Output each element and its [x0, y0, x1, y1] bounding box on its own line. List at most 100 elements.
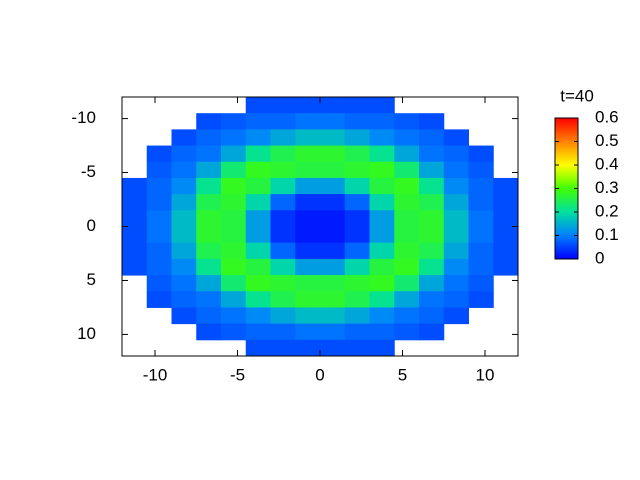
- heat-cell: [146, 291, 172, 308]
- heat-cell: [171, 307, 197, 325]
- heat-cell: [171, 177, 197, 195]
- heat-cell: [419, 113, 445, 130]
- heat-cell: [320, 323, 346, 341]
- heat-cell: [270, 275, 296, 292]
- colorbar-tick-label: 0: [595, 248, 604, 267]
- heat-cell: [419, 210, 445, 227]
- heat-cell: [245, 194, 271, 211]
- heat-cell: [270, 226, 296, 244]
- heat-cell: [320, 194, 346, 211]
- x-tick-label: -10: [143, 365, 168, 384]
- heat-cell: [171, 291, 197, 308]
- heat-cell: [295, 129, 321, 147]
- heat-cell: [270, 145, 296, 163]
- heat-cell: [245, 275, 271, 292]
- heat-cell: [344, 129, 370, 147]
- heat-cell: [221, 242, 247, 260]
- heat-cell: [344, 177, 370, 195]
- heat-cell: [394, 113, 420, 130]
- heat-cell: [122, 226, 148, 244]
- heat-cell: [146, 177, 172, 195]
- heat-cell: [196, 177, 222, 195]
- heat-cell: [295, 242, 321, 260]
- heat-cell: [419, 307, 445, 325]
- heat-cell: [171, 129, 197, 147]
- heat-cell: [270, 339, 296, 357]
- heat-cell: [468, 145, 494, 163]
- heat-cell: [369, 307, 395, 325]
- heat-cell: [344, 242, 370, 260]
- x-tick-label: 10: [476, 365, 495, 384]
- y-tick-label: -10: [71, 108, 96, 127]
- heat-cell: [245, 113, 271, 130]
- heat-cell: [394, 177, 420, 195]
- heat-cell: [221, 210, 247, 227]
- heat-cell: [419, 194, 445, 211]
- heat-cell: [419, 291, 445, 308]
- heat-cell: [221, 291, 247, 308]
- heat-cell: [493, 258, 519, 276]
- heat-cell: [122, 258, 148, 276]
- colorbar-tick-label: 0.1: [595, 225, 619, 244]
- heat-cell: [320, 210, 346, 227]
- heat-cell: [122, 177, 148, 195]
- heat-cell: [295, 323, 321, 341]
- heat-cell: [394, 242, 420, 260]
- heat-cell: [320, 242, 346, 260]
- heat-cell: [394, 129, 420, 147]
- heat-cell: [320, 339, 346, 357]
- heat-cell: [394, 161, 420, 179]
- heat-cell: [493, 194, 519, 211]
- heat-cell: [221, 323, 247, 341]
- heat-cell: [369, 210, 395, 227]
- heat-cell: [344, 145, 370, 163]
- heat-cell: [468, 275, 494, 292]
- heat-cell: [270, 161, 296, 179]
- x-tick-label: 0: [315, 365, 324, 384]
- heat-cell: [196, 210, 222, 227]
- heat-cell: [171, 258, 197, 276]
- heat-cell: [196, 307, 222, 325]
- heat-cell: [369, 323, 395, 341]
- heat-cell: [320, 97, 346, 114]
- heat-cell: [419, 226, 445, 244]
- heat-cell: [146, 242, 172, 260]
- heat-cell: [146, 275, 172, 292]
- heat-cell: [245, 339, 271, 357]
- heat-cell: [443, 258, 469, 276]
- heat-cell: [221, 194, 247, 211]
- heat-cell: [295, 177, 321, 195]
- heat-cell: [295, 145, 321, 163]
- heat-cell: [295, 97, 321, 114]
- heat-cell: [295, 161, 321, 179]
- heat-cell: [320, 291, 346, 308]
- heat-cell: [295, 339, 321, 357]
- colorbar-tick-label: 0.3: [595, 178, 619, 197]
- heat-cell: [245, 258, 271, 276]
- heat-cell: [443, 275, 469, 292]
- heat-cell: [320, 177, 346, 195]
- colorbar-tick-label: 0.4: [595, 154, 619, 173]
- heat-cell: [419, 275, 445, 292]
- heat-cell: [320, 145, 346, 163]
- heat-cell: [344, 97, 370, 114]
- heat-cell: [369, 97, 395, 114]
- heat-cell: [369, 145, 395, 163]
- heat-cell: [394, 145, 420, 163]
- heat-cell: [344, 275, 370, 292]
- heat-cell: [245, 177, 271, 195]
- heat-cell: [270, 242, 296, 260]
- heat-cell: [369, 339, 395, 357]
- heat-cell: [369, 258, 395, 276]
- heat-cell: [245, 307, 271, 325]
- heat-cell: [394, 275, 420, 292]
- heat-cell: [493, 210, 519, 227]
- heat-cell: [320, 275, 346, 292]
- heat-cell: [270, 258, 296, 276]
- heat-cell: [196, 291, 222, 308]
- heat-cell: [394, 210, 420, 227]
- heat-cell: [196, 323, 222, 341]
- heat-cell: [295, 307, 321, 325]
- heat-cell: [171, 275, 197, 292]
- heat-cell: [344, 161, 370, 179]
